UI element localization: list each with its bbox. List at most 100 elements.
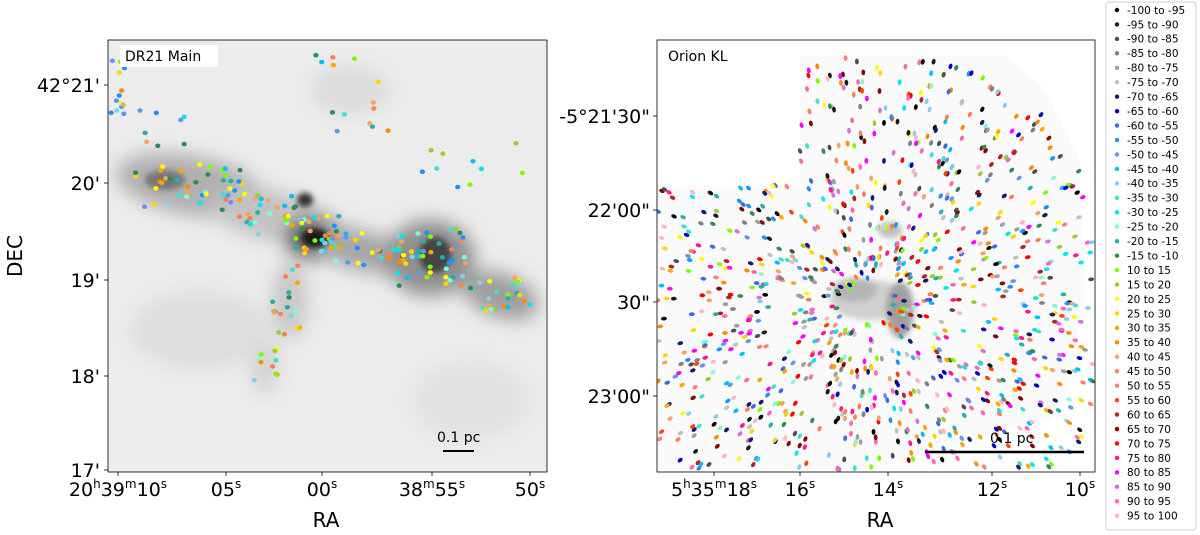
scatter-point <box>756 344 763 349</box>
scatter-point <box>936 420 941 427</box>
scatter-point <box>879 215 884 221</box>
panel-dr21: DR21 Main 0.1 pc 42°21' 20' 19' 18' 17' … <box>3 39 548 532</box>
scatter-point <box>746 445 751 451</box>
scatter-point <box>908 440 913 447</box>
scatter-point <box>901 235 907 242</box>
scatter-point <box>938 193 943 199</box>
scatter-point <box>1018 342 1025 347</box>
scatter-point <box>984 375 991 381</box>
scatter-point <box>827 178 832 185</box>
scatter-point <box>897 420 902 426</box>
scatter-point <box>802 310 809 315</box>
scatter-point <box>903 63 908 70</box>
scatter-point <box>288 313 294 319</box>
scatter-point <box>153 186 159 191</box>
scatter-point <box>896 350 901 357</box>
scatter-point <box>962 365 968 370</box>
scatter-point <box>928 301 935 306</box>
scatter-point <box>890 452 895 459</box>
scatter-point <box>324 213 330 219</box>
scatter-point <box>970 284 977 289</box>
scatter-point <box>919 148 924 154</box>
scatter-point <box>922 424 928 431</box>
scatter-point <box>981 302 987 307</box>
scatter-point <box>1002 102 1008 109</box>
scatter-point <box>1085 306 1091 311</box>
scatter-point <box>691 433 697 438</box>
scatter-point <box>952 425 957 431</box>
scatter-point <box>995 89 1000 95</box>
scatter-point <box>887 375 892 382</box>
scatter-point <box>827 380 833 387</box>
scatter-point <box>896 260 902 266</box>
scatter-point <box>518 282 524 288</box>
scatter-point <box>801 362 806 367</box>
scatter-point <box>1025 309 1031 314</box>
legend-marker <box>1114 296 1120 302</box>
scatter-point <box>858 130 863 137</box>
scatter-point <box>327 230 333 236</box>
scatter-point <box>501 303 507 309</box>
scatter-point <box>975 189 980 195</box>
scatter-point <box>849 430 853 437</box>
scatter-point <box>792 321 799 326</box>
scatter-point <box>852 465 857 472</box>
legend-marker <box>1114 455 1120 461</box>
scatter-point <box>749 428 755 434</box>
legend-marker <box>1114 267 1120 273</box>
scatter-point <box>815 338 821 343</box>
scatter-point <box>915 355 921 361</box>
dr21-y-axis-title: DEC <box>3 235 27 277</box>
scatter-point <box>953 429 958 435</box>
scatter-point <box>1043 205 1049 210</box>
scatter-point <box>937 275 944 280</box>
scatter-point <box>1013 329 1019 334</box>
legend-item: 90 to 95 <box>1114 496 1171 508</box>
scatter-point <box>1029 443 1035 449</box>
scatter-point <box>839 366 844 373</box>
scatter-point <box>770 216 776 222</box>
scatter-point <box>827 103 832 110</box>
scatter-point <box>514 279 521 285</box>
scatter-point <box>1020 381 1026 386</box>
scatter-point <box>220 192 227 197</box>
scatter-point <box>807 108 812 115</box>
scatter-point <box>789 259 795 265</box>
scatter-point <box>915 418 920 425</box>
scatter-point <box>241 191 248 197</box>
legend-marker <box>1114 137 1120 143</box>
scatter-point <box>247 222 253 227</box>
legend-item: 10 to 15 <box>1114 265 1171 277</box>
scatter-point <box>174 177 180 183</box>
scatter-point <box>941 71 946 78</box>
scatter-point <box>891 149 896 156</box>
scatter-point <box>748 437 754 443</box>
scatter-point <box>1061 222 1068 227</box>
scatter-point <box>778 214 784 220</box>
scatter-point <box>792 258 799 263</box>
scatter-point <box>675 437 681 442</box>
scatter-point <box>667 416 673 421</box>
scatter-point <box>871 267 876 274</box>
scatter-point <box>855 368 859 374</box>
scatter-point <box>960 328 967 333</box>
legend-label: -90 to -85 <box>1127 34 1179 46</box>
scatter-point <box>713 208 720 214</box>
scatter-point <box>879 355 884 362</box>
scatter-point <box>428 148 434 153</box>
scatter-point <box>1063 185 1069 191</box>
scatter-point <box>980 251 986 256</box>
scatter-point <box>1052 227 1058 232</box>
scatter-point <box>758 262 765 267</box>
scatter-point <box>929 83 934 89</box>
scatter-point <box>109 58 115 64</box>
scatter-point <box>779 400 785 407</box>
scatter-point <box>914 434 920 440</box>
scatter-point <box>955 455 960 462</box>
scatter-point <box>1060 292 1067 297</box>
scatter-point <box>917 212 923 219</box>
scatter-point <box>1029 434 1035 439</box>
scatter-point <box>902 105 907 111</box>
scatter-point <box>681 350 688 355</box>
scatter-point <box>817 425 822 432</box>
